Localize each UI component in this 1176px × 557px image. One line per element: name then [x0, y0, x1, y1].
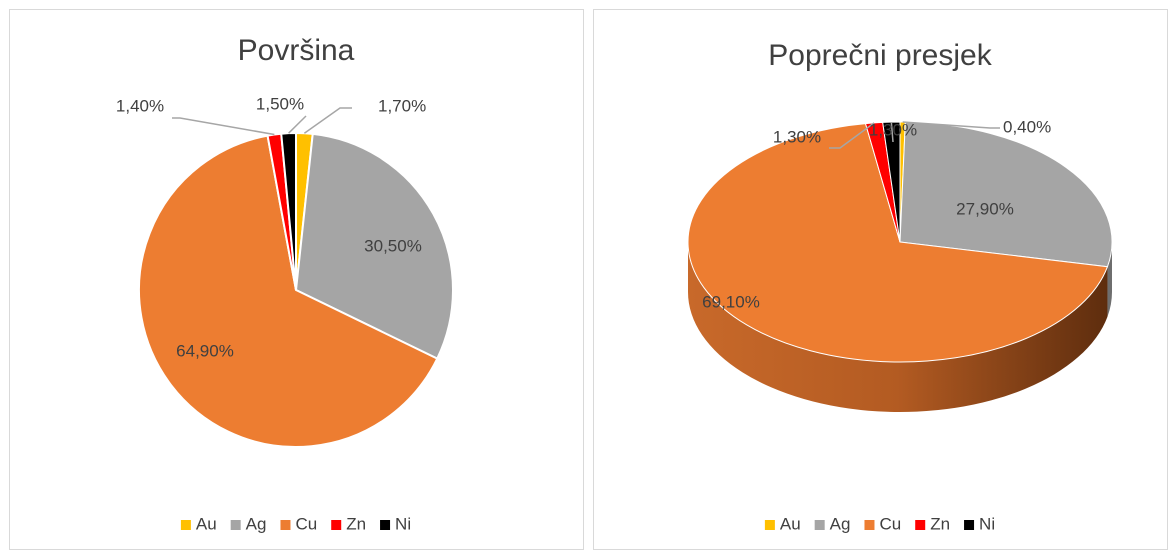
legend-label: Cu [295, 514, 317, 533]
legend-label: Ni [395, 514, 411, 533]
leader-line [303, 107, 352, 134]
legend-swatch [230, 520, 241, 530]
legend-swatch [380, 520, 391, 530]
chart-title: Poprečni presjek [768, 39, 992, 72]
legend-swatch [280, 520, 291, 530]
data-label: 1,30% [773, 127, 821, 146]
legend-swatch [814, 520, 825, 530]
slice [138, 134, 439, 448]
slice [687, 123, 1109, 363]
data-label: 64,90% [176, 341, 234, 360]
legend-label: Zn [930, 514, 950, 533]
legend-swatch [764, 520, 775, 530]
slice [882, 121, 901, 243]
legend-swatch [180, 520, 191, 530]
leader-line [890, 122, 894, 143]
chart-title: Površina [238, 34, 355, 67]
leader-line [172, 117, 275, 136]
data-label: 1,40% [116, 96, 164, 115]
legend-label: Cu [879, 514, 901, 533]
legend-swatch [331, 520, 342, 530]
legend-swatch [964, 520, 975, 530]
slice [280, 131, 297, 291]
leader-line [288, 115, 307, 134]
legend-label: Ag [246, 514, 267, 533]
slice-side [688, 242, 1108, 412]
legend-label: Au [196, 514, 217, 533]
data-label: 1,50% [256, 94, 304, 113]
data-label: 0,40% [1003, 117, 1051, 136]
legend-label: Ni [979, 514, 995, 533]
slice [294, 132, 454, 360]
data-label: 1,30% [869, 120, 917, 139]
data-label: 27,90% [956, 199, 1014, 218]
data-label: 69,10% [702, 292, 760, 311]
legend-label: Ag [830, 514, 851, 533]
legend-label: Au [780, 514, 801, 533]
legend-label: Zn [346, 514, 366, 533]
leader-line [829, 122, 875, 149]
data-label: 30,50% [364, 236, 422, 255]
slice-side [1107, 242, 1112, 317]
legend-swatch [864, 520, 875, 530]
legend-swatch [915, 520, 926, 530]
leader-line [902, 121, 1000, 129]
data-label: 1,70% [378, 96, 426, 115]
